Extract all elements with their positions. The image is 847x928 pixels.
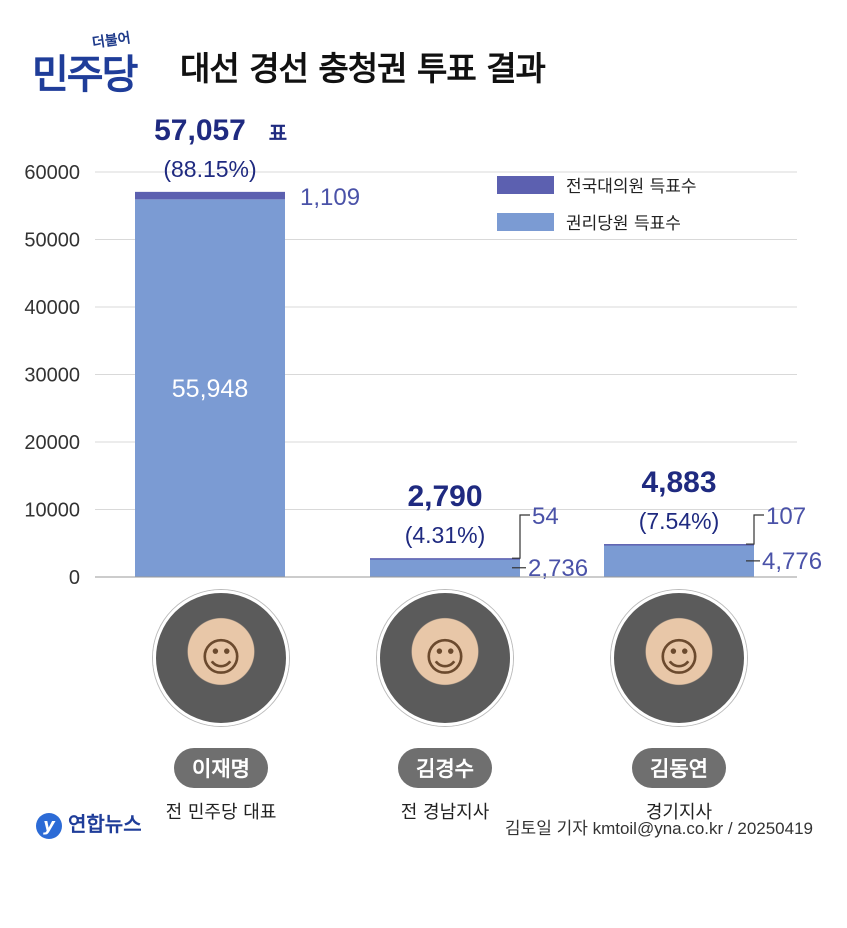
legend-swatch-member	[497, 213, 554, 231]
candidate-role: 전 민주당 대표	[165, 802, 277, 823]
leader-line-delegate	[512, 514, 530, 559]
candidate-name: 이재명	[174, 748, 268, 788]
y-tick-label: 50000	[24, 230, 80, 252]
party-logo: 더불어 민주당	[30, 30, 170, 98]
legend-label-member: 권리당원 득표수	[566, 214, 681, 234]
member-value-label: 55,948	[172, 375, 248, 403]
candidate-portrait: ☺	[611, 590, 747, 726]
candidate-card: ☺ 김경수 전 경남지사	[370, 590, 520, 824]
bar-member	[370, 558, 520, 577]
percent-label: (88.15%)	[163, 156, 256, 182]
percent-label: (4.31%)	[405, 522, 486, 548]
y-tick-label: 40000	[24, 297, 80, 319]
member-value-label: 2,736	[528, 555, 588, 582]
y-tick-label: 20000	[24, 432, 80, 454]
bar-member	[604, 544, 754, 577]
bar-member	[135, 199, 285, 577]
person-icon: ☺	[200, 635, 242, 681]
candidate-role: 전 경남지사	[400, 802, 490, 823]
y-tick-label: 10000	[24, 500, 80, 522]
legend-label-delegate: 전국대의원 득표수	[566, 177, 697, 197]
total-label: 57,057	[154, 114, 246, 147]
candidate-name: 김경수	[398, 748, 492, 788]
agency-mark-icon: y	[36, 813, 62, 839]
percent-label: (7.54%)	[639, 508, 720, 534]
person-icon: ☺	[424, 635, 466, 681]
delegate-value-label: 54	[532, 503, 559, 530]
delegate-value-label: 107	[766, 503, 806, 530]
candidate-portrait: ☺	[377, 590, 513, 726]
total-suffix-label: 표	[269, 121, 287, 145]
page-title: 대선 경선 충청권 투표 결과	[180, 49, 546, 88]
bar-delegate	[604, 544, 754, 546]
candidate-card: ☺ 김동연 경기지사	[604, 590, 754, 824]
agency-name: 연합뉴스	[68, 812, 142, 836]
candidate-role: 경기지사	[645, 802, 713, 823]
y-tick-label: 60000	[24, 162, 80, 184]
y-tick-label: 0	[69, 567, 80, 589]
agency-logo: y 연합뉴스	[36, 808, 142, 839]
credit-line: 김토일 기자 kmtoil@yna.co.kr / 20250419	[504, 819, 813, 838]
candidate-name: 김동연	[632, 748, 726, 788]
bar-delegate	[370, 558, 520, 560]
y-tick-label: 30000	[24, 365, 80, 387]
member-value-label: 4,776	[762, 548, 822, 575]
leader-line-delegate	[746, 514, 764, 545]
logo-main-text: 민주당	[32, 52, 138, 98]
candidate-portrait: ☺	[153, 590, 289, 726]
delegate-value-label: 1,109	[300, 184, 360, 211]
legend-swatch-delegate	[497, 176, 554, 194]
person-icon: ☺	[658, 635, 700, 681]
bar-delegate	[135, 191, 285, 200]
stacked-bar-chart: 0 10000 20000 30000 40000 50000 60000 전국대의원 득표수…	[24, 114, 822, 589]
total-label: 4,883	[641, 466, 716, 499]
candidate-card: ☺ 이재명 전 민주당 대표	[146, 590, 296, 824]
total-label: 2,790	[407, 480, 482, 513]
